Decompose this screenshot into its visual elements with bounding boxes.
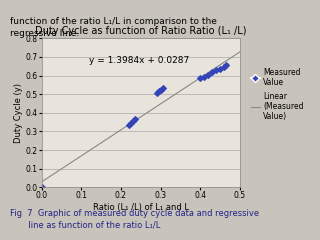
Point [130, 119, 135, 123]
Point [206, 73, 211, 77]
Point [39, 185, 44, 189]
Text: function of the ratio L₁/L in comparison to the
regressive line.: function of the ratio L₁/L in comparison… [10, 17, 216, 38]
Title: Duty Cycle as function of Ratio Ratio (L₁ /L): Duty Cycle as function of Ratio Ratio (L… [35, 26, 246, 36]
Point [154, 91, 159, 95]
X-axis label: Ratio (L₁ /L) of L₁ and L: Ratio (L₁ /L) of L₁ and L [93, 203, 189, 212]
Point [156, 90, 161, 93]
Point [218, 67, 223, 71]
Point [160, 86, 165, 90]
Point [214, 68, 219, 72]
Point [132, 117, 137, 121]
Point [210, 70, 215, 74]
Point [224, 63, 229, 67]
Legend: Measured
Value, Linear
(Measured
Value): Measured Value, Linear (Measured Value) [248, 65, 307, 124]
Text: y = 1.3984x + 0.0287: y = 1.3984x + 0.0287 [89, 56, 189, 65]
Text: Fig  7  Graphic of measured duty cycle data and regressive
       line as functi: Fig 7 Graphic of measured duty cycle dat… [10, 209, 259, 230]
Point [202, 75, 207, 78]
Point [158, 88, 163, 91]
Point [221, 65, 227, 69]
Y-axis label: Duty Cycle (y): Duty Cycle (y) [13, 83, 22, 143]
Point [126, 123, 132, 127]
Point [198, 77, 203, 80]
Point [128, 121, 133, 125]
